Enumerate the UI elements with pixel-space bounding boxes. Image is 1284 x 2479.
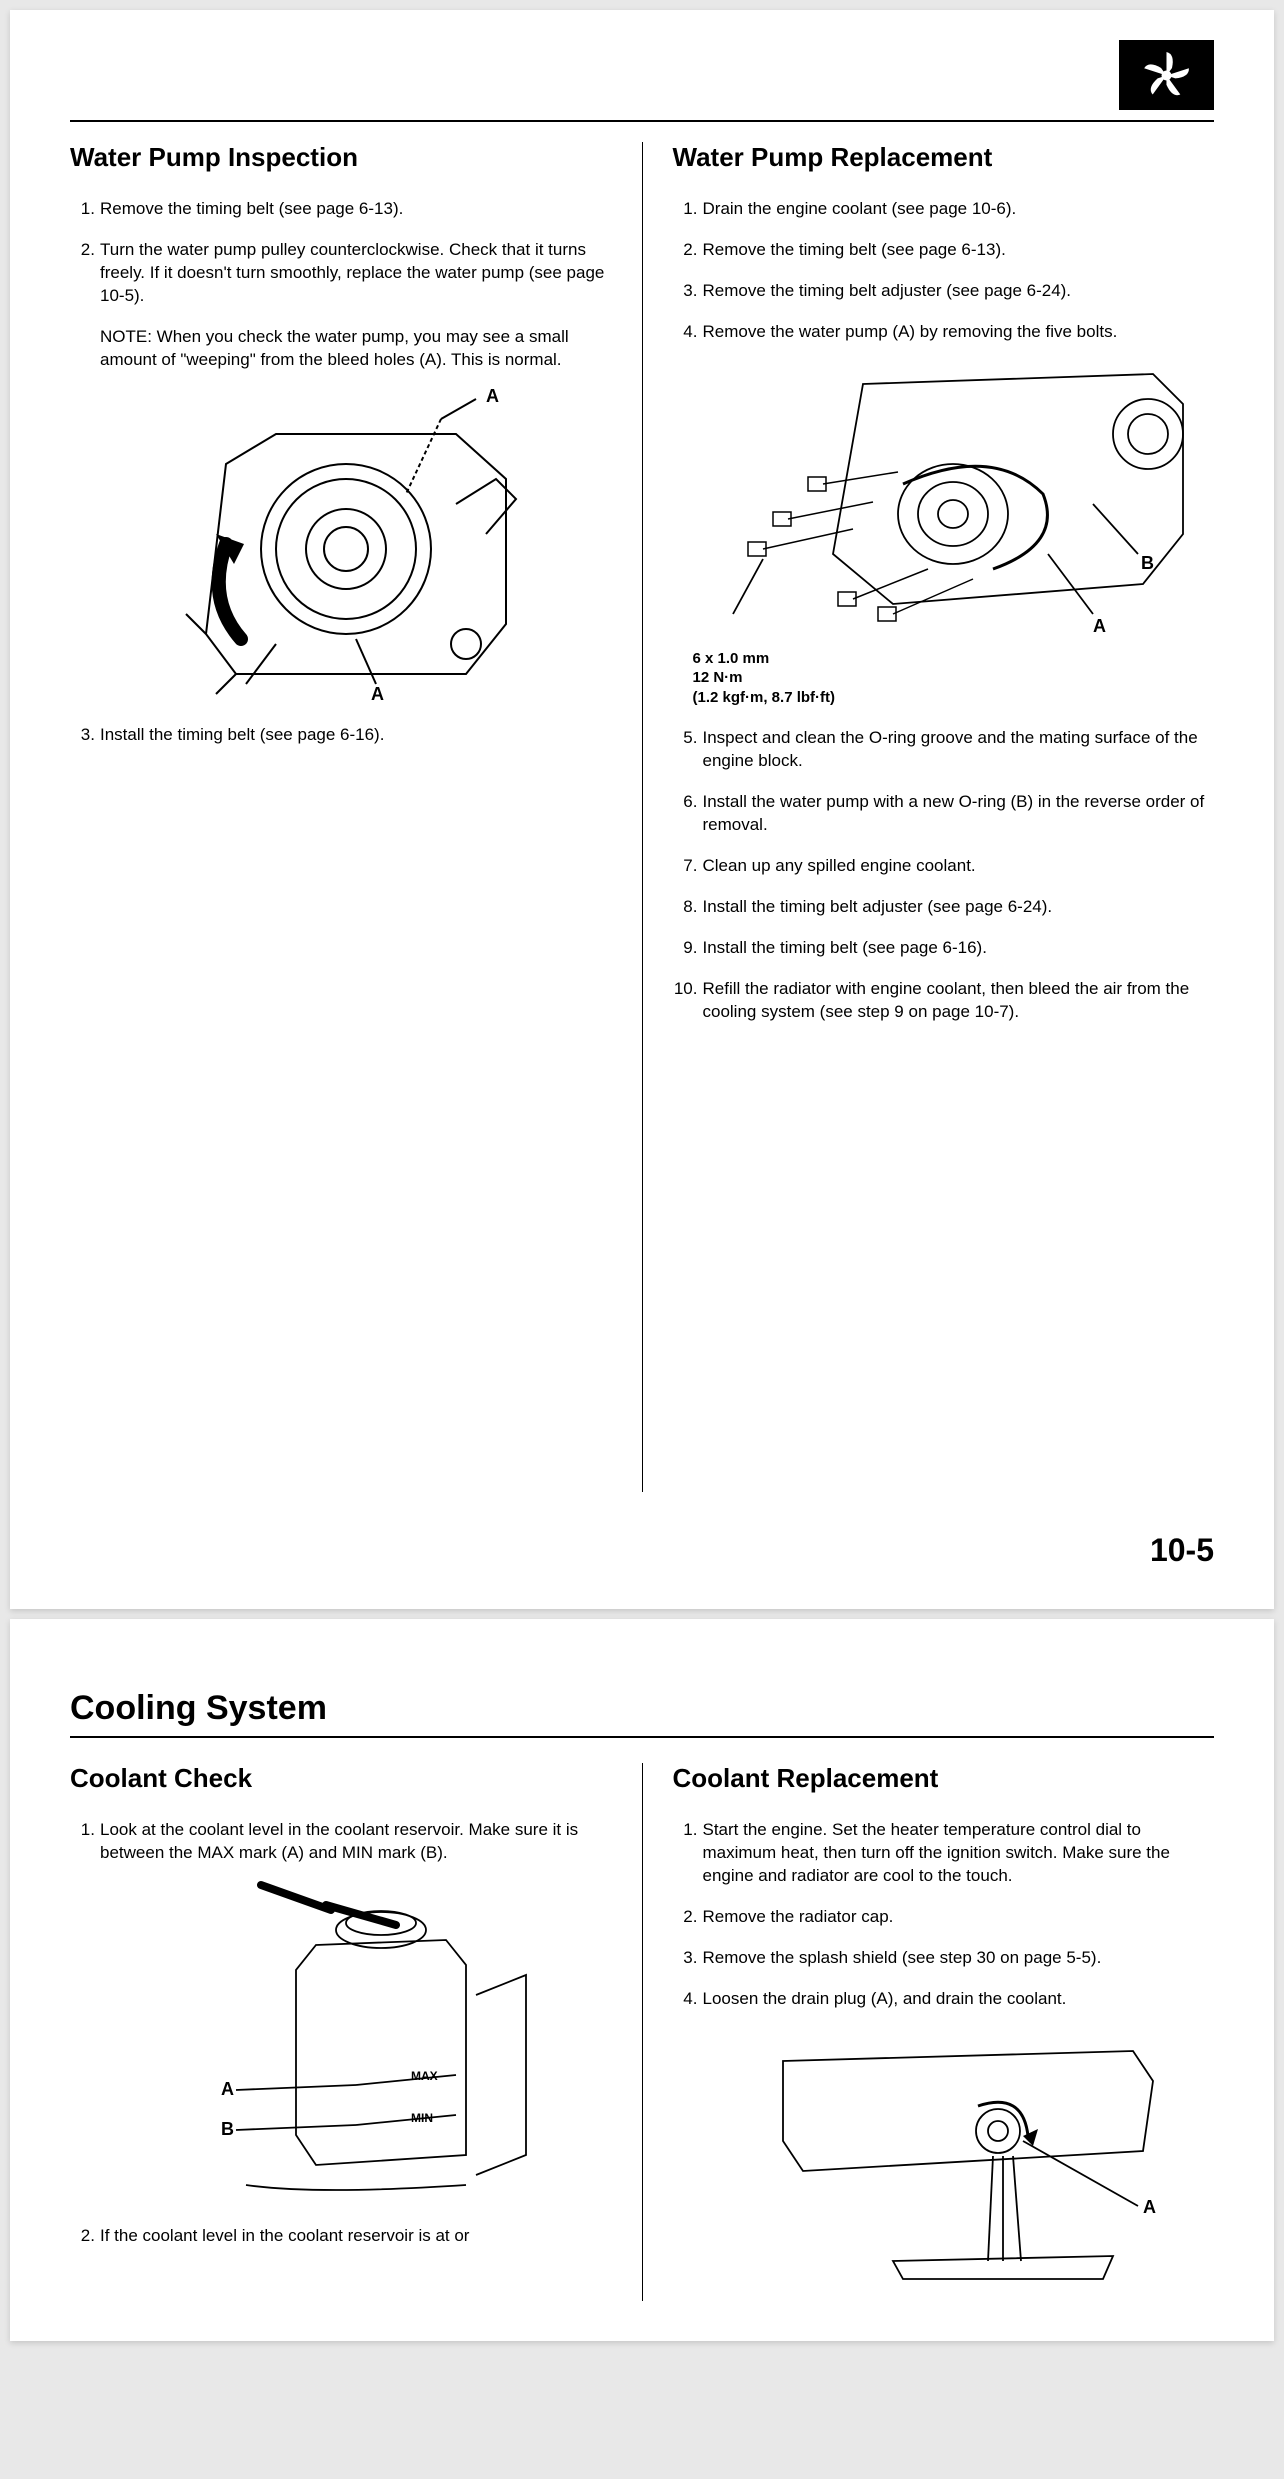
main-heading: Cooling System bbox=[70, 1689, 1214, 1728]
torque-line: (1.2 kgf·m, 8.7 lbf·ft) bbox=[693, 688, 1215, 708]
step-text: Turn the water pump pulley counterclockw… bbox=[100, 240, 604, 305]
manual-page-1: Water Pump Inspection Remove the timing … bbox=[10, 10, 1274, 1609]
label-max: MAX bbox=[411, 2069, 438, 2083]
step-item: Turn the water pump pulley counterclockw… bbox=[100, 239, 612, 704]
torque-line: 6 x 1.0 mm bbox=[693, 649, 1215, 669]
drain-plug-diagram: A bbox=[703, 2021, 1215, 2281]
step-item: Remove the water pump (A) by removing th… bbox=[703, 321, 1215, 707]
step-item: Remove the splash shield (see step 30 on… bbox=[703, 1947, 1215, 1970]
two-column-layout: Water Pump Inspection Remove the timing … bbox=[70, 142, 1214, 1492]
torque-spec: 6 x 1.0 mm 12 N·m (1.2 kgf·m, 8.7 lbf·ft… bbox=[693, 649, 1215, 708]
step-item: Loosen the drain plug (A), and drain the… bbox=[703, 1988, 1215, 2281]
coolant-check-steps: Look at the coolant level in the coolant… bbox=[70, 1819, 612, 2248]
coolant-replacement-title: Coolant Replacement bbox=[673, 1763, 1215, 1794]
step-item: Remove the timing belt (see page 6-13). bbox=[703, 239, 1215, 262]
step-item: Remove the radiator cap. bbox=[703, 1906, 1215, 1929]
right-column: Coolant Replacement Start the engine. Se… bbox=[642, 1763, 1215, 2301]
label-a: A bbox=[221, 2079, 234, 2099]
label-a: A bbox=[486, 386, 499, 406]
step-item: Refill the radiator with engine coolant,… bbox=[703, 978, 1215, 1024]
step-item: If the coolant level in the coolant rese… bbox=[100, 2225, 612, 2248]
manual-page-2: Cooling System Coolant Check Look at the… bbox=[10, 1619, 1274, 2341]
inspection-note: NOTE: When you check the water pump, you… bbox=[100, 326, 612, 372]
reservoir-diagram: A B MAX MIN bbox=[100, 1875, 612, 2205]
step-item: Drain the engine coolant (see page 10-6)… bbox=[703, 198, 1215, 221]
step-item: Remove the timing belt (see page 6-13). bbox=[100, 198, 612, 221]
step-text: Loosen the drain plug (A), and drain the… bbox=[703, 1989, 1067, 2008]
label-b: B bbox=[1141, 553, 1154, 573]
fan-icon bbox=[1139, 48, 1194, 103]
step-item item: Install the water pump with a new O-ring… bbox=[703, 791, 1215, 837]
coolant-replacement-steps: Start the engine. Set the heater tempera… bbox=[673, 1819, 1215, 2281]
label-a: A bbox=[371, 684, 384, 704]
replacement-steps: Drain the engine coolant (see page 10-6)… bbox=[673, 198, 1215, 1024]
step-item: Inspect and clean the O-ring groove and … bbox=[703, 727, 1215, 773]
step-item: Look at the coolant level in the coolant… bbox=[100, 1819, 612, 2205]
step-item: Install the timing belt (see page 6-16). bbox=[100, 724, 612, 747]
step-item: Install the timing belt (see page 6-16). bbox=[703, 937, 1215, 960]
left-column: Water Pump Inspection Remove the timing … bbox=[70, 142, 642, 1492]
two-column-layout: Coolant Check Look at the coolant level … bbox=[70, 1763, 1214, 2301]
pump-inspection-diagram: A A bbox=[100, 384, 612, 704]
coolant-check-title: Coolant Check bbox=[70, 1763, 612, 1794]
label-a: A bbox=[1093, 616, 1106, 636]
inspection-steps: Remove the timing belt (see page 6-13). … bbox=[70, 198, 612, 747]
section-icon-box bbox=[1119, 40, 1214, 110]
torque-line: 12 N·m bbox=[693, 668, 1215, 688]
step-item: Remove the timing belt adjuster (see pag… bbox=[703, 280, 1215, 303]
label-a: A bbox=[1143, 2197, 1156, 2217]
right-column: Water Pump Replacement Drain the engine … bbox=[642, 142, 1215, 1492]
replacement-title: Water Pump Replacement bbox=[673, 142, 1215, 173]
step-text: Look at the coolant level in the coolant… bbox=[100, 1820, 578, 1862]
step-text: Remove the water pump (A) by removing th… bbox=[703, 322, 1118, 341]
label-b: B bbox=[221, 2119, 234, 2139]
page-number: 10-5 bbox=[70, 1532, 1214, 1569]
step-item: Start the engine. Set the heater tempera… bbox=[703, 1819, 1215, 1888]
label-min: MIN bbox=[411, 2111, 433, 2125]
pump-replacement-diagram: A B 6 x 1.0 mm 12 N·m (1.2 kgf·m, 8.7 lb… bbox=[673, 354, 1215, 708]
left-column: Coolant Check Look at the coolant level … bbox=[70, 1763, 642, 2301]
heading-underline bbox=[70, 1736, 1214, 1738]
step-item: Install the timing belt adjuster (see pa… bbox=[703, 896, 1215, 919]
step-item: Clean up any spilled engine coolant. bbox=[703, 855, 1215, 878]
inspection-title: Water Pump Inspection bbox=[70, 142, 612, 173]
top-divider bbox=[70, 120, 1214, 122]
